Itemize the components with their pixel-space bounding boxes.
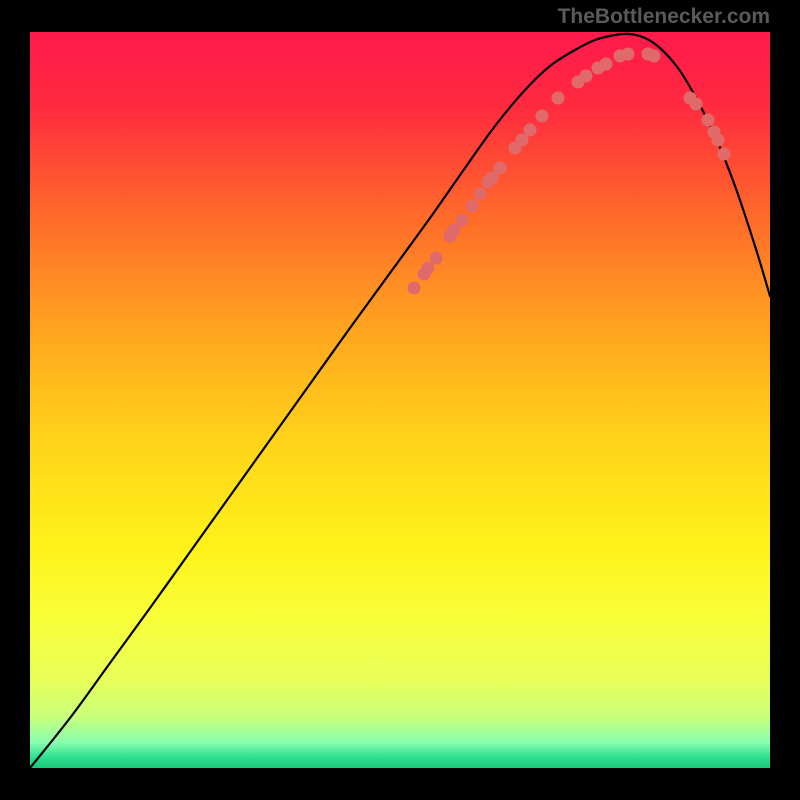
data-marker (466, 200, 479, 213)
data-marker (702, 114, 715, 127)
data-marker (494, 162, 507, 175)
watermark-text: TheBottlenecker.com (558, 5, 770, 29)
data-marker (690, 98, 703, 111)
data-marker (474, 188, 487, 201)
gradient-background (30, 32, 770, 768)
data-marker (580, 70, 593, 83)
data-marker (552, 92, 565, 105)
data-marker (712, 134, 725, 147)
data-marker (430, 252, 443, 265)
data-marker (408, 282, 421, 295)
data-marker (456, 214, 469, 227)
data-marker (622, 48, 635, 61)
data-marker (648, 50, 661, 63)
data-marker (524, 124, 537, 137)
bottleneck-chart (30, 32, 770, 768)
data-marker (536, 110, 549, 123)
chart-frame: TheBottlenecker.com (0, 0, 800, 800)
data-marker (600, 58, 613, 71)
data-marker (718, 148, 731, 161)
